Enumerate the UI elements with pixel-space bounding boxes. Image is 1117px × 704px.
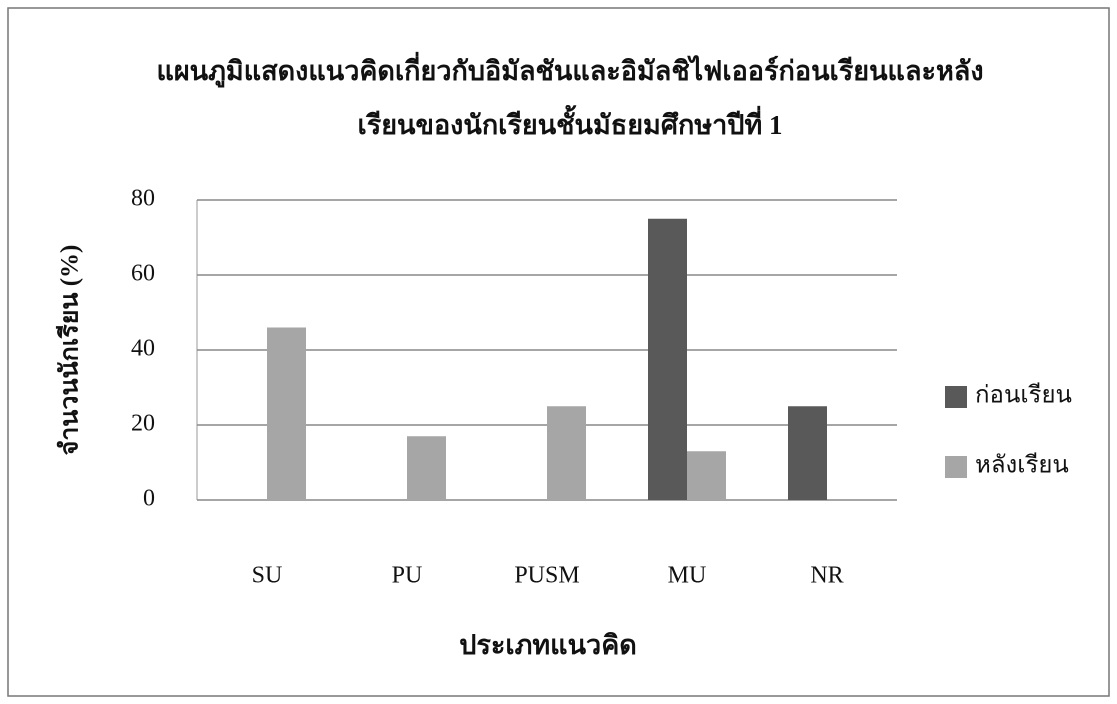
bar	[687, 451, 726, 500]
y-axis-label: จำนวนนักเรียน (%)	[56, 245, 84, 456]
chart-title: เรียนของนักเรียนชั้นมัธยมศึกษาปีที่ 1	[358, 104, 783, 140]
y-tick-label: 40	[131, 336, 155, 362]
bar	[407, 436, 446, 500]
x-tick-label: PU	[392, 563, 423, 589]
chart: แผนภูมิแสดงแนวคิดเกี่ยวกับอิมัลชันและอิม…	[0, 0, 1117, 704]
y-tick-label: 20	[131, 411, 155, 437]
x-axis-label: ประเภทแนวคิด	[459, 630, 637, 660]
x-tick-label: MU	[668, 563, 707, 589]
y-tick-label: 60	[131, 261, 155, 287]
legend-swatch	[945, 456, 967, 478]
chart-title: แผนภูมิแสดงแนวคิดเกี่ยวกับอิมัลชันและอิม…	[156, 51, 983, 88]
y-tick-label: 0	[143, 486, 155, 512]
legend-swatch	[945, 386, 967, 408]
bar	[547, 406, 586, 500]
legend-label: หลังเรียน	[975, 452, 1069, 479]
x-tick-label: NR	[810, 563, 843, 589]
legend-label: ก่อนเรียน	[975, 382, 1072, 409]
bar	[648, 219, 687, 500]
y-tick-label: 80	[131, 186, 155, 212]
x-tick-label: PUSM	[514, 563, 579, 589]
x-tick-label: SU	[252, 563, 283, 589]
bar	[267, 328, 306, 501]
bar	[788, 406, 827, 500]
